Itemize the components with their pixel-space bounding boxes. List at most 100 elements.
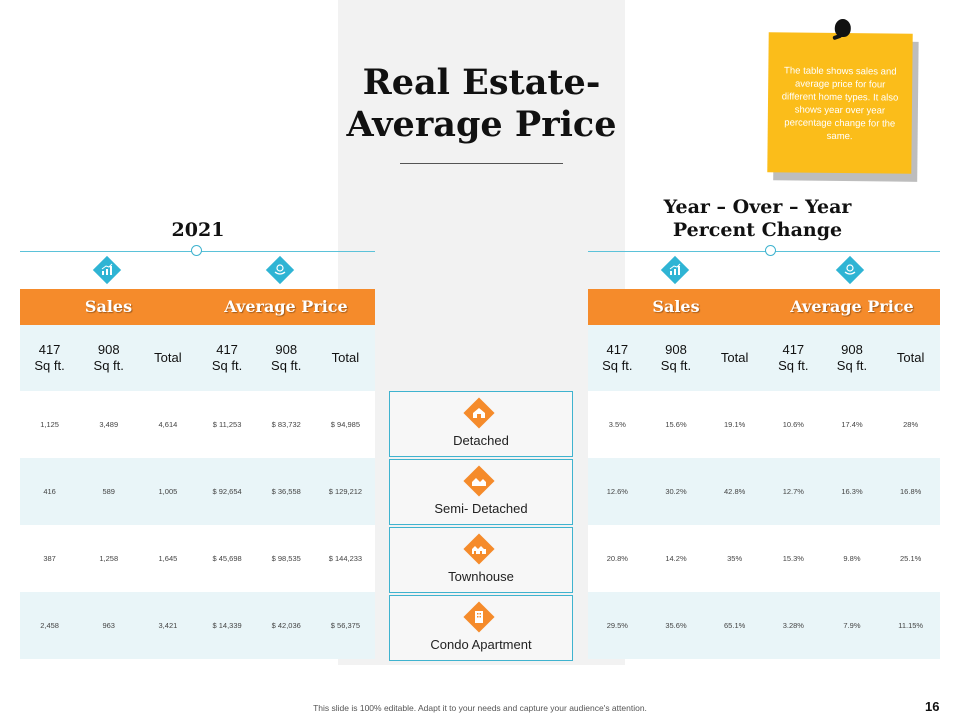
column-header: Total [316, 325, 375, 391]
left-data-table: 417 Sq ft. 908 Sq ft. Total 417 Sq ft. 908 Sq ft… [20, 325, 375, 660]
column-header: 417 Sq ft. [588, 325, 647, 391]
column-header: Total [881, 325, 940, 391]
table-cell: 14.2% [665, 554, 687, 563]
column-header: 908 Sq ft. [823, 325, 882, 391]
right-sales-label: Sales [652, 297, 700, 316]
right-header-bar: Sales Average Price [588, 289, 940, 325]
page-title: Real Estate- Average Price [338, 62, 625, 146]
table-cell: 2,458 [40, 621, 59, 630]
column-header: 908 Sq ft. [257, 325, 316, 391]
table-cell: 19.1% [724, 420, 746, 429]
table-cell: $ 56,375 [330, 621, 360, 630]
table-cell: 963 [102, 621, 115, 630]
column-header-text: Sq ft. [836, 358, 868, 373]
column-header-text: Sq ft. [211, 358, 243, 373]
footer-text: This slide is 100% editable. Adapt it to… [313, 703, 647, 713]
table-cell: 35.6% [665, 621, 687, 630]
table-cell: 387 [43, 554, 56, 563]
column-header: Total [138, 325, 197, 391]
column-header: 417 Sq ft. [198, 325, 257, 391]
column-header-text: 908 [665, 342, 687, 357]
table-cell: 11.15% [898, 621, 924, 630]
table-cell: $ 14,339 [212, 621, 242, 630]
table-cell: 15.6% [665, 420, 687, 429]
table-cell: 9.8% [843, 554, 861, 563]
home-type-detached: Detached [389, 391, 573, 457]
home-type-label: Detached [453, 433, 509, 448]
table-row: 387 1,258 1,645 $ 45,698 $ 98,535 $ 144,233 [20, 525, 375, 592]
column-header-text: Total [896, 350, 925, 365]
sales-chart-icon [92, 255, 122, 285]
table-cell: 3.28% [782, 621, 804, 630]
table-cell: $ 11,253 [212, 420, 242, 429]
column-header-text: Sq ft. [93, 358, 124, 373]
table-cell: $ 36,558 [271, 487, 301, 496]
townhouse-icon [463, 533, 495, 565]
home-type-condo: Condo Apartment [389, 595, 573, 661]
table-cell: 589 [102, 487, 115, 496]
sales-chart-icon-right [660, 255, 690, 285]
table-cell: 1,258 [99, 554, 119, 563]
right-section-title-line-2: Percent Change [672, 219, 843, 241]
table-cell: 3.5% [608, 420, 626, 429]
table-cell: 16.8% [900, 487, 922, 496]
table-cell: 12.6% [606, 487, 628, 496]
left-section-title: 2021 [171, 219, 225, 241]
table-cell: 12.7% [782, 487, 804, 496]
table-cell: 1,645 [158, 554, 178, 563]
table-cell: 28% [903, 420, 919, 429]
table-cell: 4,614 [158, 420, 178, 429]
table-cell: $ 144,233 [328, 554, 363, 563]
table-cell: $ 92,654 [212, 487, 242, 496]
table-cell: 1,005 [158, 487, 178, 496]
column-header-text: Total [154, 350, 182, 365]
house-icon [463, 397, 495, 429]
column-header-text: Sq ft. [602, 358, 633, 373]
price-hand-icon-right [835, 255, 865, 285]
column-header: 417 Sq ft. [20, 325, 79, 391]
title-line-1: Real Estate- [362, 62, 601, 103]
left-timeline-dot [191, 245, 202, 256]
column-header: Total [705, 325, 764, 391]
table-row: 29.5% 35.6% 65.1% 3.28% 7.9% 11.15% [588, 592, 940, 659]
home-type-label: Semi- Detached [434, 501, 528, 516]
column-header: 908 Sq ft. [79, 325, 138, 391]
column-header-text: Sq ft. [660, 358, 692, 373]
column-header-text: Sq ft. [778, 358, 809, 373]
table-cell: $ 98,535 [271, 554, 301, 563]
table-cell: $ 45,698 [212, 554, 242, 563]
table-cell: 15.3% [782, 554, 804, 563]
table-row: 416 589 1,005 $ 92,654 $ 36,558 $ 129,212 [20, 458, 375, 525]
pushpin-icon [834, 18, 851, 38]
table-cell: 10.6% [782, 420, 804, 429]
table-row: 3.5% 15.6% 19.1% 10.6% 17.4% 28% [588, 391, 940, 458]
column-header-text: Total [331, 350, 360, 365]
right-data-table: 417 Sq ft. 908 Sq ft. Total 417 Sq ft. 908 Sq ft… [588, 325, 940, 660]
table-cell: $ 94,985 [330, 420, 360, 429]
table-cell: $ 129,212 [328, 487, 363, 496]
home-type-label: Townhouse [448, 569, 514, 584]
table-cell: 65.1% [724, 621, 746, 630]
right-avg-price-label: Average Price [790, 297, 914, 316]
sticky-note: The table shows sales and average price … [767, 18, 913, 174]
table-cell: 16.3% [841, 487, 863, 496]
table-cell: 30.2% [665, 487, 687, 496]
right-column-header-row: 417 Sq ft. 908 Sq ft. Total 417 Sq ft. 908 Sq ft… [588, 325, 940, 391]
table-row: 2,458 963 3,421 $ 14,339 $ 42,036 $ 56,375 [20, 592, 375, 659]
table-cell: 3,421 [158, 621, 178, 630]
column-header-text: Total [720, 350, 749, 365]
column-header-text: 908 [97, 342, 120, 357]
home-type-semi-detached: Semi- Detached [389, 459, 573, 525]
right-timeline-dot [765, 245, 776, 256]
table-row: 12.6% 30.2% 42.8% 12.7% 16.3% 16.8% [588, 458, 940, 525]
table-cell: 416 [43, 487, 56, 496]
column-header-text: Sq ft. [271, 358, 302, 373]
left-header-bar: Sales Average Price [20, 289, 375, 325]
left-column-header-row: 417 Sq ft. 908 Sq ft. Total 417 Sq ft. 908 Sq ft… [20, 325, 375, 391]
table-cell: 25.1% [900, 554, 922, 563]
table-row: 1,125 3,489 4,614 $ 11,253 $ 83,732 $ 94,985 [20, 391, 375, 458]
building-icon [463, 601, 495, 633]
table-cell: $ 42,036 [271, 621, 301, 630]
table-cell: 35% [727, 554, 743, 563]
table-cell: $ 83,732 [271, 420, 301, 429]
